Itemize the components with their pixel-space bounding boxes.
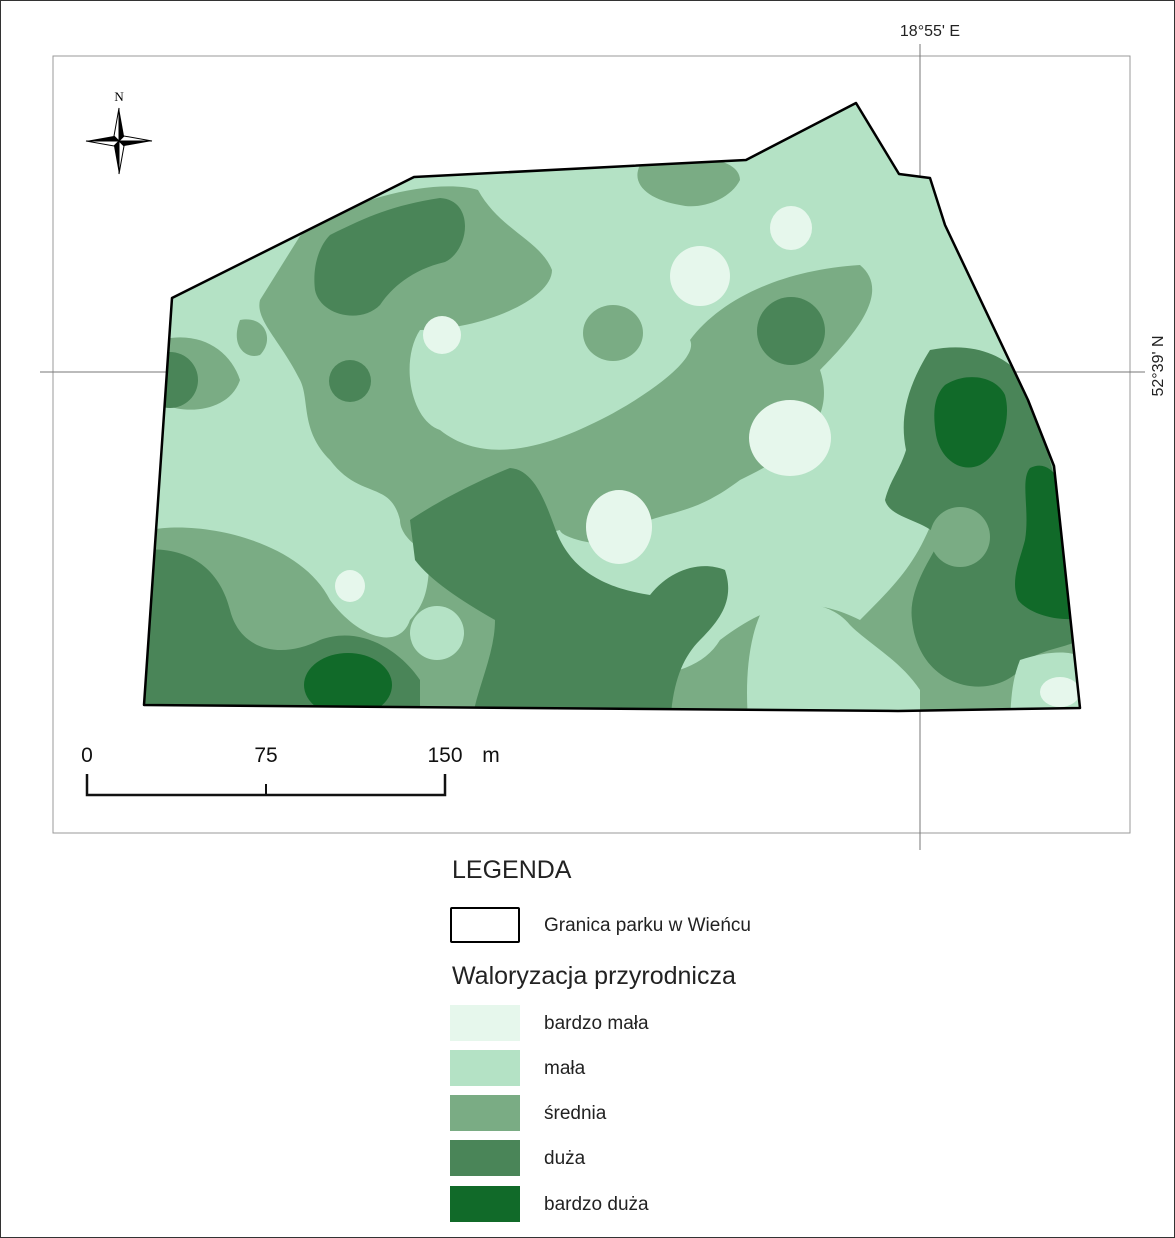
legend-label-duza: duża: [544, 1148, 586, 1169]
legend-swatch-duza: [450, 1140, 520, 1176]
coord-label-east: 18°55' E: [900, 23, 960, 40]
scale-tick-75: 75: [254, 744, 277, 767]
legend-label-mala: mała: [544, 1058, 586, 1079]
legend-boundary-swatch: [450, 907, 520, 943]
valorization-surface: [144, 103, 1080, 711]
legend-swatch-bardzo-mala: [450, 1005, 520, 1041]
legend-label-bardzo-duza: bardzo duża: [544, 1194, 649, 1215]
legend-swatch-mala: [450, 1050, 520, 1086]
legend-subtitle: Waloryzacja przyrodnicza: [452, 962, 736, 990]
legend-boundary-label: Granica parku w Wieńcu: [544, 915, 751, 936]
legend-class-row: bardzo mała: [450, 1005, 850, 1041]
scale-tick-0: 0: [81, 744, 93, 767]
scale-unit: m: [482, 744, 500, 767]
legend-class-row: mała: [450, 1050, 850, 1086]
legend-boundary-row: Granica parku w Wieńcu: [450, 907, 850, 943]
legend-label-bardzo-mala: bardzo mała: [544, 1013, 649, 1034]
legend-label-srednia: średnia: [544, 1103, 607, 1124]
legend-title: LEGENDA: [452, 856, 572, 884]
map-neatline: [52, 55, 1131, 834]
legend-class-row: bardzo duża: [450, 1186, 850, 1222]
north-arrow-icon: N: [85, 89, 153, 175]
north-label: N: [114, 89, 124, 104]
legend-swatch-bardzo-duza: [450, 1186, 520, 1222]
legend-class-row: duża: [450, 1140, 850, 1176]
scale-tick-150: 150: [427, 744, 462, 767]
scale-bar: 0 75 150 m: [81, 744, 500, 797]
legend-swatch-srednia: [450, 1095, 520, 1131]
coord-label-north: 52°39' N: [1150, 335, 1167, 396]
legend-class-row: średnia: [450, 1095, 850, 1131]
zone-srednia-inner: [930, 507, 990, 567]
zones-bardzo-mala: [335, 206, 1080, 707]
park-boundary: [142, 101, 1082, 713]
